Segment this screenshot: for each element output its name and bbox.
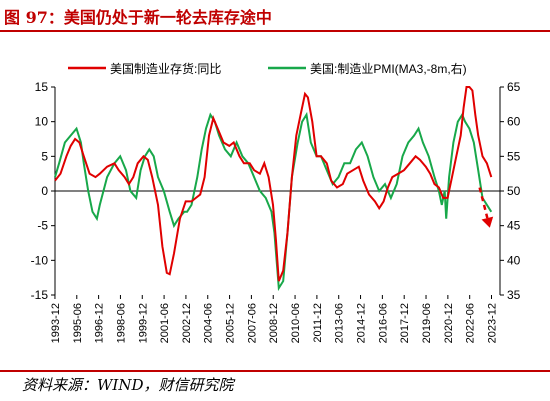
x-tick-label: 2004-06: [203, 303, 215, 343]
left-tick-label: 10: [35, 115, 49, 129]
x-tick-label: 1995-06: [72, 303, 84, 343]
legend-label-inventory: 美国制造业存货:同比: [110, 61, 221, 76]
series-line-inventory: [54, 86, 493, 282]
trend-arrow-head: [481, 216, 494, 228]
x-tick-label: 2017-12: [399, 303, 411, 343]
right-axis-ticks: 65 60 55 50 45 40 35: [500, 80, 521, 302]
x-tick-label: 2008-12: [268, 303, 280, 343]
left-tick-label: 5: [41, 149, 48, 163]
x-tick-label: 2023-12: [487, 303, 499, 343]
x-axis-ticks: 1993-12 1995-06 1996-12 1998-06 1999-12 2001-…: [50, 295, 499, 343]
x-tick-label: 2007-06: [246, 303, 258, 343]
x-tick-label: 2016-06: [377, 303, 389, 343]
legend-label-pmi: 美国:制造业PMI(MA3,-8m,右): [310, 61, 467, 76]
x-tick-label: 2001-06: [159, 303, 171, 343]
source-rule: [0, 370, 550, 372]
x-tick-label: 1998-06: [115, 303, 127, 343]
title-rule: [0, 30, 550, 32]
left-tick-label: -15: [31, 288, 49, 302]
x-tick-label: 2002-12: [181, 303, 193, 343]
left-tick-label: -10: [31, 253, 49, 267]
legend: 美国制造业存货:同比 美国:制造业PMI(MA3,-8m,右): [68, 61, 467, 76]
trend-arrow: [478, 187, 494, 228]
left-tick-label: 0: [41, 184, 48, 198]
chart: 美国制造业存货:同比 美国:制造业PMI(MA3,-8m,右) 151050-5…: [31, 61, 521, 343]
x-tick-label: 2014-12: [356, 303, 368, 343]
x-tick-label: 2020-12: [443, 303, 455, 343]
source-note: 资料来源：WIND，财信研究院: [22, 376, 234, 394]
left-tick-label: -5: [37, 219, 48, 233]
right-tick-label: 55: [507, 149, 521, 163]
x-tick-label: 1993-12: [50, 303, 62, 343]
x-tick-label: 1996-12: [94, 303, 106, 343]
x-tick-label: 2019-06: [421, 303, 433, 343]
x-tick-label: 2005-12: [225, 303, 237, 343]
right-tick-label: 60: [507, 115, 521, 129]
right-tick-label: 40: [507, 253, 521, 267]
x-tick-label: 2013-06: [334, 303, 346, 343]
left-tick-label: 15: [35, 80, 49, 94]
x-tick-label: 2010-06: [290, 303, 302, 343]
x-tick-label: 1999-12: [137, 303, 149, 343]
right-tick-label: 35: [507, 288, 521, 302]
x-tick-label: 2011-12: [312, 303, 324, 343]
right-tick-label: 65: [507, 80, 521, 94]
right-tick-label: 50: [507, 184, 521, 198]
figure-title: 图 97：美国仍处于新一轮去库存途中: [4, 8, 272, 27]
left-axis-ticks: 15 10 5 0 -5 -10 -15: [31, 80, 55, 302]
right-tick-label: 45: [507, 219, 521, 233]
x-tick-label: 2022-06: [465, 303, 477, 343]
